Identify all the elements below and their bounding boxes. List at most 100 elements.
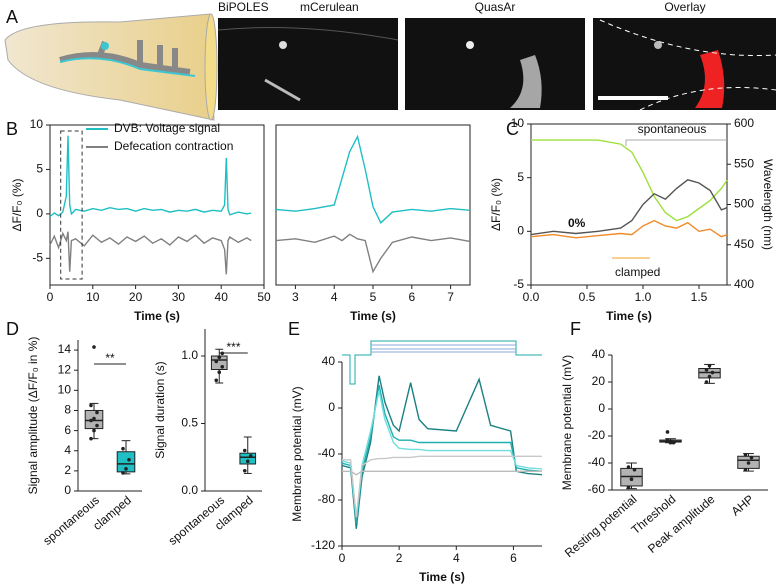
- y-tick-label: 0: [598, 401, 605, 415]
- panel-label: C: [506, 119, 519, 139]
- line-series: [530, 179, 728, 236]
- data-point: [743, 467, 748, 472]
- y2-tick-label: 600: [734, 116, 754, 130]
- series-label: spontaneous: [638, 122, 707, 136]
- y-tick-label: 20: [592, 374, 606, 388]
- x-tick-label: 20: [129, 290, 143, 304]
- x-tick-label: 3: [292, 290, 299, 304]
- y-tick-label: 0.0: [181, 483, 198, 497]
- data-point: [707, 364, 712, 368]
- y-tick-label: 0: [328, 400, 335, 414]
- data-point: [665, 430, 670, 434]
- data-point: [95, 410, 99, 415]
- x-tick-label: 40: [215, 290, 229, 304]
- data-point: [121, 471, 125, 475]
- x-tick-label: 0.5: [579, 290, 596, 304]
- line-series: [49, 135, 252, 218]
- data-point: [127, 457, 131, 462]
- line-series: [275, 134, 471, 224]
- panel-label: A: [6, 7, 18, 27]
- plot-frame: [530, 123, 728, 286]
- data-point: [242, 448, 247, 453]
- line-series: [341, 375, 543, 529]
- x-tick-label: 4: [331, 290, 338, 304]
- y-tick-label: 1.0: [181, 348, 198, 362]
- y2-tick-label: 400: [734, 277, 754, 291]
- data-point: [665, 438, 670, 442]
- y-tick-label: -5: [32, 251, 43, 265]
- x-axis-label: Time (s): [350, 309, 396, 323]
- line-series: [531, 139, 728, 222]
- data-point: [95, 423, 99, 428]
- y-axis-label: Signal amplitude (ΔF/F₀ in %): [26, 337, 40, 495]
- x-tick-label: 0.0: [523, 290, 540, 304]
- x-axis-label: Time (s): [419, 570, 465, 584]
- data-point: [671, 440, 676, 445]
- data-point: [704, 380, 709, 384]
- data-point: [89, 436, 93, 441]
- x-tick-label: 6: [510, 551, 517, 565]
- x-tick-label: 0: [339, 551, 346, 565]
- y-tick-label: 6: [64, 423, 71, 437]
- line-series: [341, 390, 543, 518]
- x-tick-label: 30: [172, 290, 186, 304]
- y-axis-label: ΔF/F₀ (%): [10, 179, 24, 232]
- legend-label: Defecation contraction: [114, 139, 233, 153]
- line-series: [342, 455, 542, 518]
- y-axis-label: ΔF/F₀ (%): [489, 178, 503, 231]
- y-tick-label: 8: [64, 403, 71, 417]
- x-tick-label: 1.5: [691, 290, 708, 304]
- y-tick-label: -120: [311, 538, 335, 552]
- data-point: [242, 468, 247, 473]
- data-point: [89, 403, 93, 408]
- x-tick-label: 10: [86, 290, 100, 304]
- data-point: [245, 459, 250, 464]
- x-tick-label: 1.0: [635, 290, 652, 304]
- y-tick-label: -40: [318, 446, 336, 460]
- line-series: [530, 219, 728, 239]
- data-point: [220, 365, 225, 369]
- y-tick-label: 14: [58, 342, 72, 356]
- data-point: [629, 477, 634, 482]
- data-point: [743, 453, 748, 457]
- y-tick-label: 0: [517, 224, 524, 238]
- image-title: Overlay: [664, 0, 705, 14]
- data-point: [749, 455, 754, 460]
- stimulus-protocol: [342, 340, 542, 385]
- data-point: [632, 467, 637, 472]
- schematic: [4, 13, 218, 121]
- y-tick-label: -80: [318, 492, 336, 506]
- panel-label: B: [6, 119, 18, 139]
- data-point: [668, 440, 673, 445]
- annotation: 0%: [568, 216, 586, 230]
- y2-tick-label: 500: [734, 197, 754, 211]
- legend-label: DVB: Voltage signal: [114, 121, 220, 135]
- x-tick-label: 4: [453, 551, 460, 565]
- x-axis-label: Time (s): [134, 309, 180, 323]
- y-tick-label: 10: [58, 383, 72, 397]
- line-series: [49, 231, 252, 275]
- data-point: [92, 428, 96, 433]
- y2-tick-label: 450: [734, 237, 754, 251]
- box: [239, 452, 257, 465]
- y-tick-label: 0.5: [181, 416, 198, 430]
- micrographs: [217, 18, 777, 111]
- image-title: mCerulean: [300, 0, 359, 14]
- x-tick-label: AHP: [729, 492, 757, 519]
- y-tick-label: 5: [36, 162, 43, 176]
- data-point: [746, 461, 751, 465]
- data-point: [121, 446, 125, 451]
- y-tick-label: 4: [64, 443, 71, 457]
- y-axis-label: Membrane potential (mV): [290, 386, 304, 521]
- x-axis-label: Time (s): [606, 309, 652, 323]
- data-point: [217, 355, 222, 360]
- data-point: [248, 454, 253, 458]
- panel-label: E: [288, 319, 300, 339]
- y-axis-label: Membrane potential (mV): [560, 355, 574, 490]
- y-tick-label: 0: [36, 206, 43, 220]
- significance: **: [105, 351, 115, 365]
- image-title: BiPOLES: [218, 0, 269, 14]
- x-tick-label: 7: [447, 290, 454, 304]
- data-point: [626, 465, 631, 469]
- y-tick-label: 40: [592, 347, 606, 361]
